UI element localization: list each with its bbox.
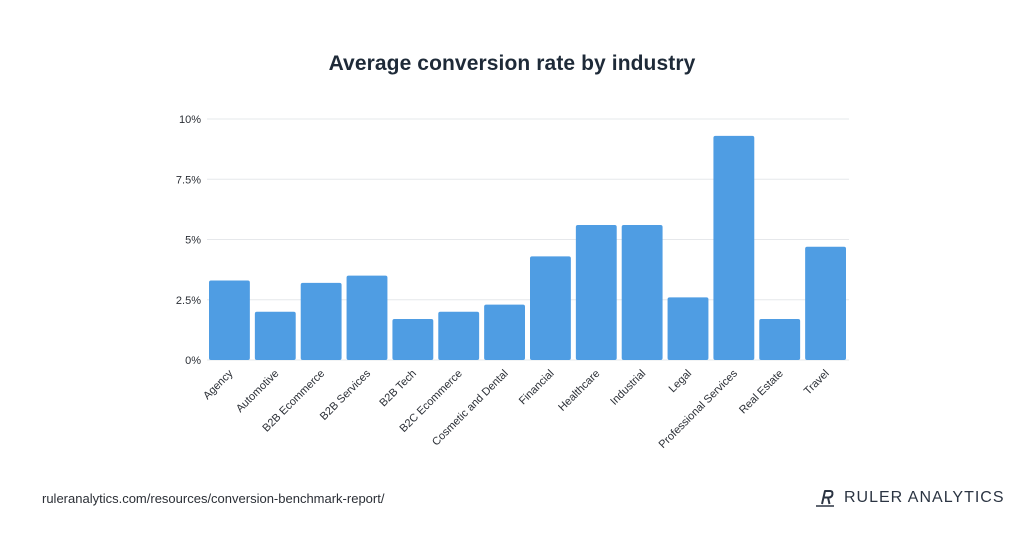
x-tick-label: Travel [802,368,832,398]
bar-professional-services [713,135,755,360]
y-tick-label: 2.5% [176,295,201,307]
bar-healthcare [575,225,617,360]
bar-real-estate [759,319,801,360]
chart-title: Average conversion rate by industry [328,52,696,75]
x-tick-label: Real Estate [737,368,786,417]
bar-travel [805,246,846,360]
x-tick-label: Agency [201,367,236,402]
x-tick-label: Cosmetic and Dental [430,368,511,449]
bar-financial [530,256,571,360]
y-tick-label: 0% [185,355,201,367]
x-tick-label: Healthcare [556,368,602,414]
brand: RULER ANALYTICS [814,488,1005,508]
bar-legal [667,297,709,360]
y-tick-label: 7.5% [176,174,201,186]
bar-agency [209,280,250,360]
bar-b2b-services [346,275,388,360]
ruler-r-logo-icon [816,490,834,507]
x-tick-label: B2B Tech [377,368,419,410]
bar-b2b-tech [392,319,434,360]
brand-name: RULER ANALYTICS [844,489,1005,506]
x-tick-label: Financial [517,368,557,408]
y-tick-label: 10% [179,114,201,126]
x-tick-label: Legal [667,368,695,396]
y-tick-label: 5% [185,235,201,247]
bar-cosmetic-and-dental [484,304,525,360]
x-tick-label: Professional Services [657,367,741,451]
bar-automotive [254,311,296,360]
source-url: ruleranalytics.com/resources/conversion-… [42,491,385,506]
x-tick-label: Automotive [234,368,281,415]
bar-industrial [621,225,663,360]
x-tick-label: Industrial [608,368,648,408]
bar-b2b-ecommerce [300,282,342,360]
bar-b2c-ecommerce [438,311,480,360]
